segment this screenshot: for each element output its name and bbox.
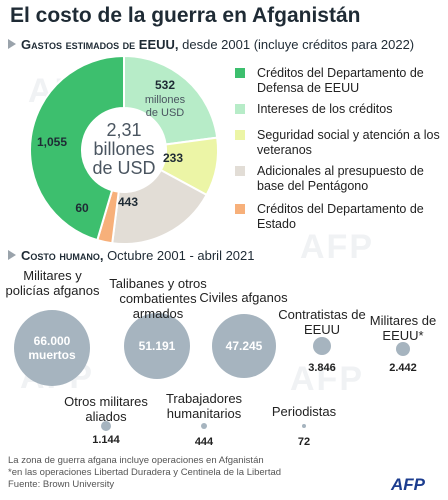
bubble-category-label: Militares y policías afganos [5,268,100,298]
slice-value-label: 233 [163,151,183,165]
bubble-value-label: 444 [194,436,214,448]
legend-label: Seguridad social y atención a los vetera… [257,128,440,157]
bubble [302,424,306,428]
bubble-value-label: 72 [297,436,311,448]
bubble [200,422,208,430]
bubble-value-label: 1.144 [92,434,120,446]
footnotes: La zona de guerra afgana incluye operaci… [8,455,328,491]
source-line: Fuente: Brown University [8,479,115,490]
donut-slice [123,54,219,146]
bubble [312,336,332,356]
afp-logo: AFP [391,475,425,494]
spending-heading: Gastos estimados de EEUU, desde 2001 (in… [8,37,414,52]
bubble-category-label: Civiles afganos [199,290,288,305]
bubble-value-suffix: muertos [28,348,76,362]
donut-center-line3: de USD [92,158,155,178]
bubble-value-label: 66.000 [33,334,71,348]
spending-heading-caps: Gastos estimados de EEUU, [21,37,179,52]
bubble-value-label: 3.846 [308,362,336,374]
human-heading-rest: Octubre 2001 - abril 2021 [103,248,255,263]
slice-unit-label: millones [145,94,186,106]
note-line: *en las operaciones Libertad Duradera y … [8,467,282,478]
slice-value-label: 1,055 [37,135,67,149]
donut-center-line1: 2,31 [106,120,141,140]
triangle-icon [8,250,16,260]
legend-label: Créditos del Departamento de Defensa de … [257,66,424,95]
note-line: La zona de guerra afgana incluye operaci… [8,455,264,466]
page-title: El costo de la guerra en Afganistán [10,4,361,27]
bubble [100,420,111,431]
slice-value-label: 443 [118,195,138,209]
donut-slice [29,54,125,242]
bubble-category-label: Otros militares aliados [64,394,148,424]
slice-value-label: 532 [155,78,175,92]
legend-swatch [235,130,245,140]
human-cost-heading: Costo humano, Octubre 2001 - abril 2021 [8,248,255,263]
slice-unit-label: de USD [146,107,185,119]
legend-swatch [235,68,245,78]
bubble-value-label: 47.245 [225,339,263,353]
legend-label: Créditos del Departamento de Estado [257,202,424,231]
legend-label: Intereses de los créditos [257,102,393,116]
bubble-category-label: Contratistas de EEUU [278,307,366,337]
bubble [211,313,277,379]
slice-value-label: 60 [75,201,89,215]
bubble [123,312,191,380]
legend-swatch [235,166,245,176]
bubble-category-label: Periodistas [271,404,337,419]
watermark: AFP [290,360,364,398]
donut-center-line2: billones [93,139,154,159]
bubble-value-label: 51.191 [138,339,176,353]
bubble-category-label: Trabajadores humanitarios [165,391,243,421]
legend-swatch [235,104,245,114]
watermark: AFP [300,228,374,266]
bubble-category-label: Militares de EEUU* [369,313,437,343]
legend-label: Adicionales al presupuesto de base del P… [257,164,424,193]
spending-heading-rest: desde 2001 (incluye créditos para 2022) [178,37,415,52]
bubble [395,341,411,357]
triangle-icon [8,39,16,49]
human-heading-caps: Costo humano, [21,248,104,263]
bubble [14,310,90,386]
bubble-category-label: Talibanes y otros combatientes armados [109,276,207,321]
legend-swatch [235,204,245,214]
bubble-value-label: 2.442 [389,362,417,374]
